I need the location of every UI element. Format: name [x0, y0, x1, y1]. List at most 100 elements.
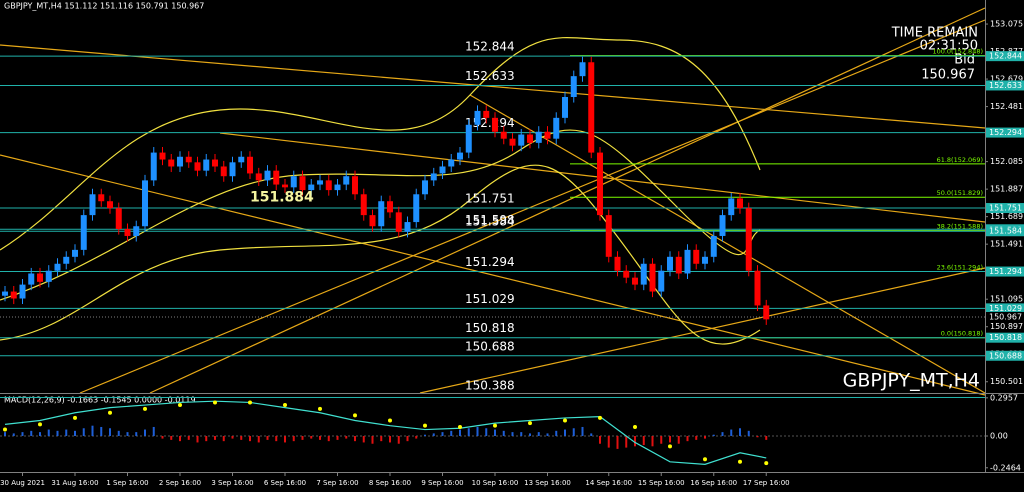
- candle-body: [378, 201, 385, 227]
- signal-dot: [563, 418, 567, 423]
- candle-body: [212, 159, 218, 167]
- histogram-bar: [284, 435, 286, 443]
- candle-body: [360, 194, 367, 216]
- histogram-bar: [249, 435, 251, 442]
- chart-title: GBPJPY_MT,H4 151.112 151.116 150.791 150…: [4, 2, 204, 11]
- candle-body: [19, 284, 26, 299]
- trendline: [79, 19, 986, 394]
- trendline: [419, 267, 986, 394]
- x-tick-label: 9 Sep 16:00: [421, 479, 463, 487]
- level-label: 152.294: [465, 116, 515, 130]
- bold-price-label: 151.884: [250, 190, 314, 206]
- candle-body: [500, 131, 507, 139]
- candle-body: [89, 194, 96, 216]
- histogram-bar: [389, 435, 391, 443]
- candle-body: [185, 156, 192, 163]
- candle-body: [632, 277, 638, 285]
- candle-body: [290, 176, 297, 188]
- candle-body: [474, 110, 481, 125]
- candle-body: [124, 229, 131, 236]
- candle-body: [264, 170, 271, 181]
- level-axis-label: 151.294: [989, 267, 1022, 276]
- histogram-bar: [739, 428, 741, 436]
- histogram-bar: [170, 435, 173, 440]
- histogram-bar: [152, 426, 155, 436]
- candle-body: [54, 263, 61, 271]
- histogram-bar: [581, 426, 584, 436]
- histogram-bar: [126, 432, 129, 436]
- x-tick-label: 14 Sep 16:00: [585, 479, 632, 487]
- signal-dot: [213, 400, 217, 405]
- histogram-bar: [537, 432, 540, 436]
- level-axis-box: [986, 350, 1024, 361]
- y-tick-label: 152.085: [990, 157, 1023, 166]
- histogram-bar: [616, 435, 619, 449]
- x-tick-label: 15 Sep 16:00: [638, 479, 685, 487]
- candle-body: [518, 134, 525, 146]
- histogram-bar: [12, 433, 15, 436]
- candle-body: [544, 131, 551, 139]
- candle-body: [465, 124, 472, 153]
- y-tick-label: 0.2957: [990, 393, 1018, 402]
- histogram-bar: [301, 435, 304, 440]
- candle-body: [745, 208, 752, 271]
- histogram-bar: [196, 435, 199, 443]
- x-tick-label: 7 Sep 16:00: [316, 479, 358, 487]
- y-tick-label: 152.679: [990, 75, 1023, 84]
- y-tick-label: 151.095: [990, 295, 1023, 304]
- candle-body: [710, 235, 717, 257]
- level-axis-label: 152.294: [989, 128, 1022, 137]
- candle-body: [623, 270, 630, 278]
- histogram-bar: [56, 430, 59, 436]
- candle-body: [684, 249, 691, 274]
- candle-body: [308, 184, 315, 191]
- signal-dot: [3, 427, 7, 432]
- level-axis-box: [986, 127, 1024, 138]
- histogram-bar: [82, 428, 85, 436]
- histogram-bar: [336, 435, 339, 440]
- candle-body: [439, 166, 446, 174]
- histogram-bar: [266, 435, 269, 440]
- candle-body: [728, 198, 735, 216]
- signal-dot: [633, 424, 637, 429]
- signal-dot: [353, 413, 357, 418]
- fib-label: 0.0(150.818): [941, 330, 983, 338]
- candle-body: [282, 184, 288, 188]
- histogram-bar: [319, 435, 321, 440]
- candle-body: [588, 62, 595, 153]
- signal-dot: [458, 424, 462, 429]
- x-tick-label: 13 Sep 16:00: [524, 479, 571, 487]
- histogram-bar: [65, 429, 68, 436]
- histogram-bar: [354, 435, 356, 442]
- histogram-bar: [721, 432, 724, 436]
- histogram-bar: [187, 435, 190, 440]
- signal-dot: [764, 461, 769, 466]
- histogram-bar: [590, 433, 593, 436]
- signal-dot: [423, 423, 427, 428]
- candle-body: [422, 180, 428, 195]
- x-tick-label: 2 Sep 16:00: [159, 479, 201, 487]
- histogram-bar: [511, 432, 514, 436]
- level-axis-label: 152.633: [989, 81, 1022, 90]
- candle-body: [667, 256, 673, 271]
- signal-dot: [143, 406, 147, 411]
- trendline: [0, 44, 986, 129]
- fib-label: 23.6(151.294): [937, 264, 983, 272]
- candle-body: [448, 159, 455, 167]
- macd-title: MACD(12,26,9) -0.1663 -0.1545 0.0000 -0.…: [4, 396, 196, 405]
- y-tick-label: 151.491: [990, 240, 1023, 249]
- candle-body: [702, 256, 708, 264]
- candle-body: [492, 117, 498, 132]
- signal-dot: [38, 422, 42, 427]
- bid-axis-box: [986, 311, 1024, 322]
- candle-body: [325, 180, 332, 191]
- level-axis-box: [986, 266, 1024, 277]
- histogram-bar: [695, 435, 698, 440]
- candle-body: [159, 152, 166, 160]
- candle-body: [413, 194, 420, 223]
- y-tick-label: 153.075: [990, 20, 1023, 29]
- histogram-bar: [362, 435, 365, 443]
- candle-body: [115, 208, 122, 230]
- histogram-bar: [371, 435, 374, 444]
- level-label: 152.844: [465, 40, 515, 54]
